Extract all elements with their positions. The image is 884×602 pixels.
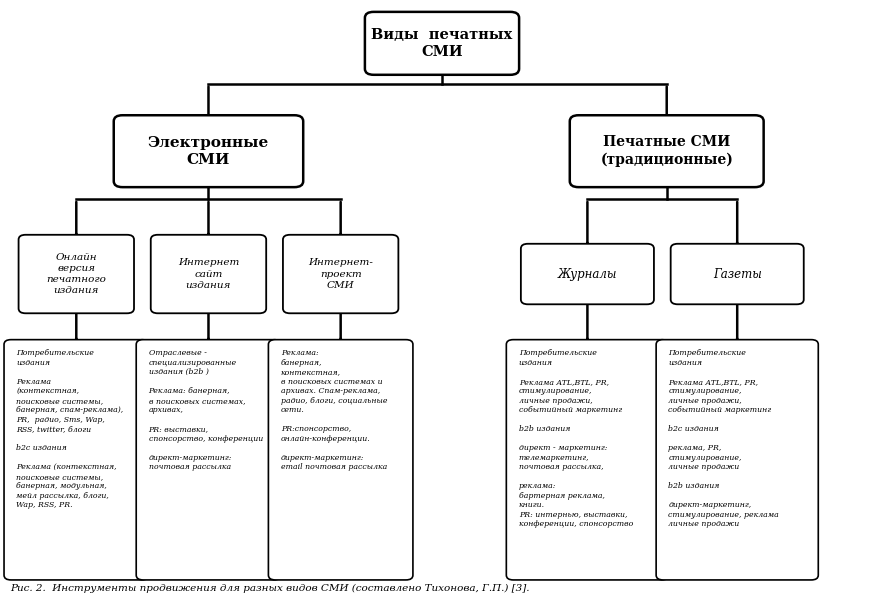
FancyBboxPatch shape <box>365 12 519 75</box>
Text: Потребительские
издания

Реклама ATL,BTL, PR,
стимулирование,
личные продажи,
со: Потребительские издания Реклама ATL,BTL,… <box>519 349 633 528</box>
Text: Интернет-
проект
СМИ: Интернет- проект СМИ <box>309 258 373 290</box>
Text: Журналы: Журналы <box>558 267 617 281</box>
FancyBboxPatch shape <box>19 235 134 313</box>
FancyBboxPatch shape <box>114 115 303 187</box>
Text: Реклама:
банерная,
контекстная,
в поисковых системах и
архивах. Спам-реклама,
ра: Реклама: банерная, контекстная, в поиско… <box>281 349 387 471</box>
Text: Печатные СМИ
(традиционные): Печатные СМИ (традиционные) <box>600 135 733 167</box>
FancyBboxPatch shape <box>269 340 413 580</box>
FancyBboxPatch shape <box>656 340 819 580</box>
FancyBboxPatch shape <box>136 340 281 580</box>
Text: Потребительские
издания

Реклама ATL,BTL, PR,
стимулирование,
личные продажи,
со: Потребительские издания Реклама ATL,BTL,… <box>668 349 779 528</box>
Text: Рис. 2.  Инструменты продвижения для разных видов СМИ (составлено Тихонова, Г.П.: Рис. 2. Инструменты продвижения для разн… <box>11 585 530 594</box>
Text: Отраслевые -
специализированные
издания (b2b )

Реклама: банерная,
в поисковых с: Отраслевые - специализированные издания … <box>149 349 263 471</box>
Text: Интернет
сайт
издания: Интернет сайт издания <box>178 258 240 290</box>
Text: Электронные
СМИ: Электронные СМИ <box>148 135 269 167</box>
Text: Потребительские
издания

Реклама
(контекстная,
поисковые системы,
банерная, спам: Потребительские издания Реклама (контекс… <box>17 349 124 509</box>
Text: Онлайн
версия
печатного
издания: Онлайн версия печатного издания <box>46 253 106 295</box>
FancyBboxPatch shape <box>671 244 804 304</box>
FancyBboxPatch shape <box>4 340 149 580</box>
FancyBboxPatch shape <box>283 235 399 313</box>
FancyBboxPatch shape <box>507 340 668 580</box>
FancyBboxPatch shape <box>521 244 654 304</box>
FancyBboxPatch shape <box>570 115 764 187</box>
Text: Газеты: Газеты <box>713 267 762 281</box>
FancyBboxPatch shape <box>151 235 266 313</box>
Text: Виды  печатных
СМИ: Виды печатных СМИ <box>371 28 513 59</box>
